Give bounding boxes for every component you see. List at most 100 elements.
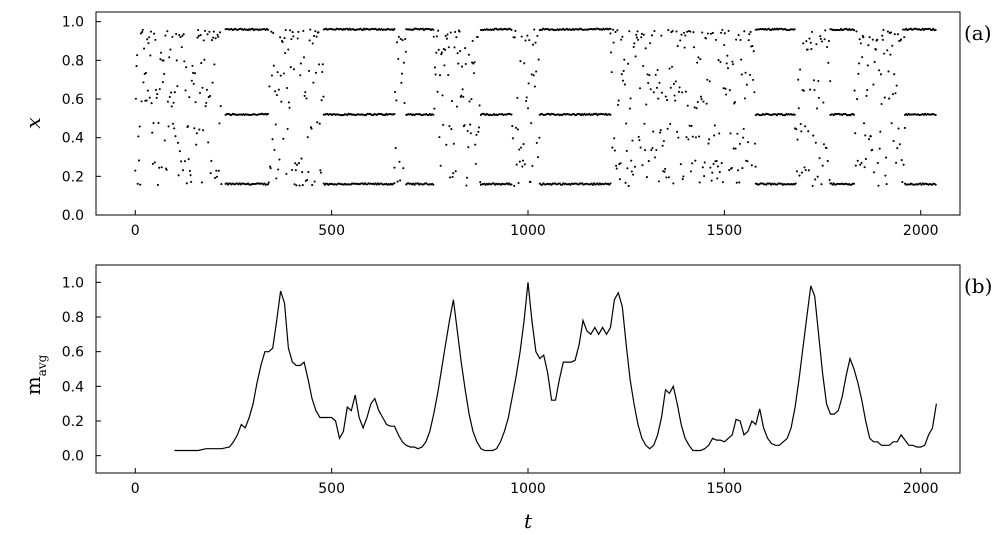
scatter-point <box>881 34 884 37</box>
scatter-point <box>155 96 158 99</box>
scatter-point <box>694 159 697 162</box>
scatter-point <box>735 38 738 41</box>
scatter-point <box>611 28 615 31</box>
scatter-point <box>617 99 620 102</box>
scatter-point <box>828 178 831 182</box>
scatter-point <box>192 71 195 74</box>
scatter-point <box>720 31 723 34</box>
scatter-point <box>286 127 289 130</box>
scatter-point <box>517 181 520 185</box>
scatter-point <box>438 136 441 139</box>
scatter-point <box>681 178 684 181</box>
scatter-point <box>613 149 616 152</box>
scatter-point <box>704 37 708 40</box>
scatter-point <box>510 28 513 32</box>
scatter-point <box>691 162 694 165</box>
scatter-point <box>647 81 650 85</box>
scatter-point <box>638 87 642 90</box>
scatter-point <box>698 135 701 138</box>
scatter-point <box>289 29 292 32</box>
scatter-point <box>182 33 185 36</box>
scatter-point <box>287 101 290 104</box>
scatter-point <box>738 142 741 145</box>
panel-b-ytick-label: 0.2 <box>62 414 84 430</box>
scatter-point <box>736 132 739 135</box>
scatter-point <box>272 64 275 67</box>
scatter-point <box>432 35 435 38</box>
scatter-point <box>675 30 678 33</box>
scatter-point <box>740 58 743 61</box>
scatter-point <box>671 29 674 33</box>
scatter-point <box>829 80 832 83</box>
scatter-point <box>750 164 753 167</box>
scatter-point <box>168 56 171 59</box>
scatter-point <box>393 112 396 116</box>
scatter-point <box>439 164 442 167</box>
scatter-point <box>748 73 752 76</box>
scatter-point <box>889 31 893 34</box>
scatter-point <box>137 159 141 162</box>
scatter-point <box>441 94 444 97</box>
scatter-point <box>746 160 749 163</box>
scatter-point <box>703 161 706 164</box>
scatter-point <box>822 101 825 104</box>
scatter-point <box>184 89 187 92</box>
scatter-point <box>316 121 319 124</box>
scatter-point <box>450 100 454 103</box>
scatter-point <box>530 73 533 76</box>
scatter-point <box>663 170 666 173</box>
scatter-point <box>708 138 711 141</box>
scatter-point <box>168 95 171 98</box>
scatter-point <box>436 90 439 93</box>
scatter-point <box>535 141 538 144</box>
scatter-point <box>289 66 292 69</box>
panel-b-xtick-label: 2000 <box>903 481 939 497</box>
scatter-point <box>192 82 195 85</box>
scatter-point <box>208 94 212 98</box>
scatter-point <box>521 159 525 162</box>
scatter-point <box>679 39 682 42</box>
scatter-point <box>140 100 143 103</box>
scatter-point <box>149 30 153 33</box>
scatter-point <box>679 163 682 166</box>
scatter-point <box>461 88 464 91</box>
scatter-point <box>740 73 743 76</box>
scatter-point <box>395 99 398 102</box>
scatter-point <box>814 141 817 144</box>
scatter-point <box>747 141 750 144</box>
scatter-point <box>300 157 303 160</box>
scatter-point <box>892 140 895 143</box>
scatter-point <box>270 30 273 33</box>
scatter-point <box>633 42 636 45</box>
scatter-point <box>633 165 637 168</box>
scatter-point <box>151 162 154 165</box>
scatter-point <box>890 122 893 125</box>
scatter-point <box>319 169 322 172</box>
scatter-point <box>295 184 298 187</box>
scatter-point <box>876 161 879 165</box>
scatter-point <box>308 39 311 42</box>
scatter-point <box>708 80 711 83</box>
scatter-point <box>719 60 722 64</box>
scatter-point <box>609 32 612 35</box>
scatter-point <box>432 28 435 31</box>
scatter-point <box>464 47 467 50</box>
scatter-point <box>217 169 220 172</box>
scatter-point <box>216 33 219 36</box>
scatter-point <box>141 30 144 33</box>
scatter-point <box>160 166 163 169</box>
scatter-point <box>640 36 643 39</box>
scatter-point <box>492 182 495 185</box>
scatter-point <box>217 35 220 38</box>
scatter-point <box>214 176 217 180</box>
scatter-point <box>433 66 437 69</box>
scatter-point <box>538 136 541 139</box>
scatter-point <box>749 30 752 34</box>
scatter-point <box>162 59 165 62</box>
scatter-point <box>523 62 526 65</box>
scatter-point <box>212 36 215 39</box>
scatter-point <box>193 72 197 75</box>
scatter-point <box>201 86 204 89</box>
scatter-point <box>189 174 192 177</box>
scatter-point <box>177 174 180 177</box>
